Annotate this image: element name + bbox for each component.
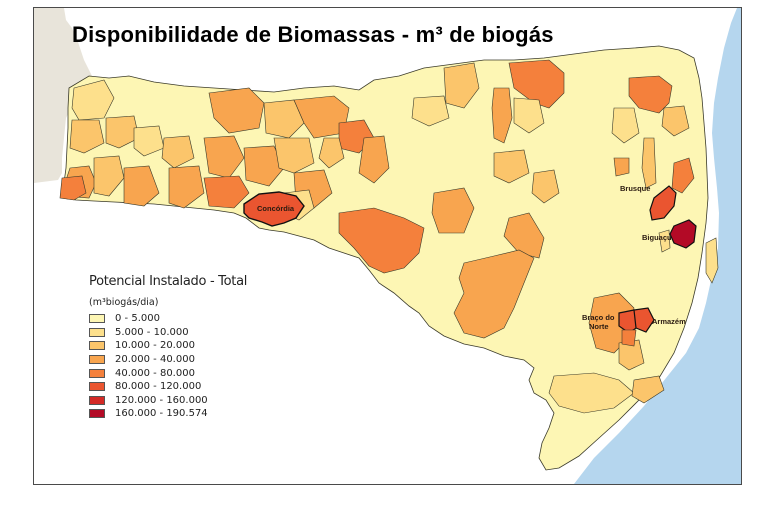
legend-item: 5.000 - 10.000 [89,326,289,340]
municipality [273,137,315,174]
legend-label: 10.000 - 20.000 [115,340,195,352]
legend-swatch [89,395,105,405]
legend-unit: (m³biogás/dia) [89,297,159,308]
choropleth-map: Concórdia Brusque Biguaçu Braço do Norte… [34,8,741,484]
municipality [59,175,87,201]
legend-swatch [89,382,105,392]
map-title: Disponibilidade de Biomassas - m³ de bio… [72,22,554,47]
municipality [641,137,657,189]
ocean [574,8,741,484]
municipality [318,137,345,169]
municipality [661,105,690,137]
municipality [611,107,640,144]
municipality [671,157,695,194]
municipality [203,175,250,209]
legend-label: 0 - 5.000 [115,313,160,325]
municipality [338,207,425,274]
municipality-biguacu [669,219,697,249]
label-braco-do-norte-line2: Norte [589,322,609,331]
municipality [411,95,450,127]
map-frame: Concórdia Brusque Biguaçu Braço do Norte… [33,7,742,485]
legend-swatch [89,327,105,337]
municipality [168,165,205,209]
label-armazem: Armazém [652,317,686,326]
label-biguacu: Biguaçu [642,233,672,242]
municipality [491,87,513,144]
municipality [705,237,719,284]
legend-item: 0 - 5.000 [89,312,289,326]
legend-label: 80.000 - 120.000 [115,381,202,393]
municipality [508,59,565,109]
legend-label: 20.000 - 40.000 [115,354,195,366]
municipality [69,119,105,154]
legend-item: 40.000 - 80.000 [89,366,289,380]
legend-swatch [89,368,105,378]
municipality [263,99,305,139]
legend-label: 40.000 - 80.000 [115,367,195,379]
legend-title: Potencial Instalado - Total [89,274,248,289]
legend-item: 80.000 - 120.000 [89,380,289,394]
municipality [203,135,245,179]
municipality-concordia [243,191,305,227]
municipality [93,155,125,197]
label-braco-do-norte-line1: Braço do [582,313,615,322]
municipality [548,372,635,414]
legend-item: 20.000 - 40.000 [89,353,289,367]
municipality [658,229,671,253]
municipality [631,375,665,404]
legend-label: 160.000 - 190.574 [115,408,208,420]
legend-swatch [89,341,105,351]
municipality [71,79,115,121]
municipality [431,187,475,234]
municipality [243,145,285,187]
label-concordia: Concórdia [257,204,295,213]
label-brusque: Brusque [620,184,650,193]
municipality [513,97,545,134]
municipality [621,329,637,347]
legend-item: 10.000 - 20.000 [89,339,289,353]
legend-swatch [89,355,105,365]
municipality-brusque [649,185,677,221]
legend-item: 120.000 - 160.000 [89,394,289,408]
municipality [358,135,390,184]
municipality [613,157,630,177]
legend-item: 160.000 - 190.574 [89,407,289,421]
municipality [531,169,560,204]
municipality [161,135,195,169]
municipality [503,212,545,259]
legend: Potencial Instalado - Total (m³biogás/di… [89,274,289,421]
municipality [123,165,160,207]
municipality [453,249,535,339]
municipality [208,87,265,134]
legend-swatch [89,314,105,324]
municipality [443,62,480,109]
legend-label: 120.000 - 160.000 [115,394,208,406]
legend-swatch [89,409,105,419]
municipality [493,149,530,184]
municipality-braco-do-norte [618,309,640,334]
municipality [105,115,140,149]
municipality [618,339,645,371]
municipality-armazem [633,307,655,333]
municipality [133,125,165,157]
legend-label: 5.000 - 10.000 [115,326,189,338]
